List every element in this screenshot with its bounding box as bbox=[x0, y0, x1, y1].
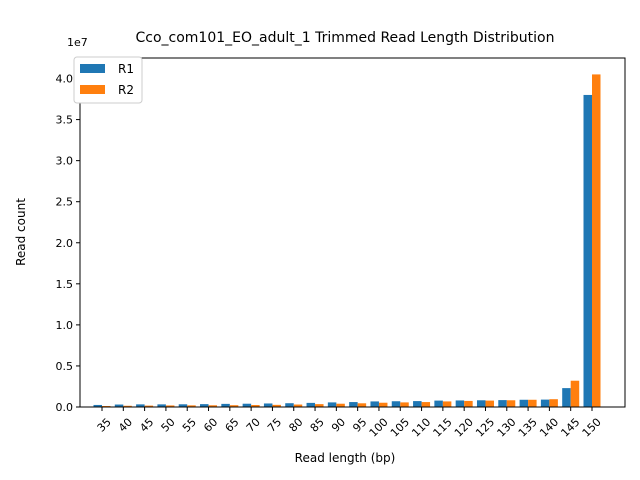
bar-r1-110 bbox=[413, 401, 422, 407]
x-tick-label: 35 bbox=[95, 416, 114, 435]
x-tick-label: 70 bbox=[244, 416, 263, 435]
bar-r1-80 bbox=[285, 403, 294, 407]
y-tick-label: 2.5 bbox=[56, 196, 74, 209]
bar-r1-35 bbox=[93, 404, 102, 407]
x-tick-label: 85 bbox=[308, 416, 327, 435]
legend-swatch-r1 bbox=[80, 64, 105, 73]
x-tick-label: 135 bbox=[516, 416, 540, 440]
bar-r1-130 bbox=[498, 400, 507, 407]
bar-r2-115 bbox=[442, 401, 452, 407]
y-ticks-group: 0.0 0.5 1.0 1.5 2.0 2.5 3.0 3.5 4.0 bbox=[56, 73, 80, 414]
bar-r2-50 bbox=[165, 405, 175, 407]
bar-r2-55 bbox=[187, 405, 196, 407]
bar-r2-95 bbox=[357, 403, 367, 407]
legend-label-r1: R1 bbox=[118, 62, 134, 76]
y-tick-label: 3.0 bbox=[56, 155, 74, 168]
bar-r1-85 bbox=[306, 402, 316, 407]
x-tick-label: 60 bbox=[201, 416, 220, 435]
legend: R1 R2 bbox=[73, 56, 143, 104]
bar-r2-120 bbox=[464, 400, 473, 407]
chart-title: Cco_com101_EO_adult_1 Trimmed Read Lengt… bbox=[135, 30, 554, 46]
x-tick-label: 80 bbox=[286, 416, 305, 435]
bar-r1-70 bbox=[242, 403, 252, 407]
x-tick-label: 95 bbox=[350, 416, 369, 435]
bar-r2-70 bbox=[251, 405, 260, 407]
x-tick-label: 125 bbox=[473, 416, 497, 440]
bar-r1-145 bbox=[562, 388, 571, 407]
bar-r2-135 bbox=[528, 399, 537, 407]
x-tick-label: 140 bbox=[537, 416, 561, 440]
x-tick-label: 150 bbox=[580, 416, 604, 440]
x-tick-label: 105 bbox=[388, 416, 412, 440]
x-tick-label: 45 bbox=[137, 416, 156, 435]
x-tick-label: 50 bbox=[159, 416, 178, 435]
x-tick-label: 130 bbox=[495, 416, 519, 440]
bar-r2-105 bbox=[400, 402, 409, 407]
bar-r2-100 bbox=[378, 402, 388, 407]
bar-r1-125 bbox=[476, 400, 486, 407]
y-tick-label: 1.5 bbox=[56, 278, 74, 291]
bar-r1-140 bbox=[540, 399, 550, 407]
bar-r1-50 bbox=[157, 404, 166, 407]
y-tick-label: 3.5 bbox=[56, 114, 74, 127]
y-tick-label: 0.5 bbox=[56, 360, 74, 373]
bar-r1-100 bbox=[370, 401, 379, 407]
bar-r1-135 bbox=[519, 399, 529, 407]
bar-r2-125 bbox=[485, 400, 494, 407]
bar-r2-75 bbox=[272, 404, 281, 407]
y-tick-label: 0.0 bbox=[56, 401, 74, 414]
x-tick-label: 100 bbox=[367, 416, 391, 440]
x-tick-label: 115 bbox=[431, 416, 455, 440]
bar-r2-110 bbox=[421, 402, 431, 407]
bar-r2-145 bbox=[570, 380, 580, 407]
bar-r1-60 bbox=[200, 404, 209, 407]
bar-r2-65 bbox=[229, 405, 239, 407]
bar-r2-80 bbox=[293, 404, 303, 407]
bar-r2-140 bbox=[549, 399, 558, 407]
bar-r2-85 bbox=[315, 404, 324, 407]
x-tick-label: 55 bbox=[180, 416, 199, 435]
y-offset-label: 1e7 bbox=[67, 36, 88, 49]
y-axis-label: Read count bbox=[14, 198, 28, 266]
bar-r1-55 bbox=[178, 404, 188, 407]
legend-swatch-r2 bbox=[80, 85, 105, 94]
bar-r2-40 bbox=[123, 405, 132, 407]
bar-r2-130 bbox=[506, 400, 516, 407]
x-tick-label: 145 bbox=[558, 416, 582, 440]
bar-r1-105 bbox=[391, 401, 401, 407]
bar-r2-90 bbox=[336, 403, 345, 407]
bar-r2-150 bbox=[592, 74, 601, 408]
x-tick-label: 40 bbox=[116, 416, 135, 435]
bar-r1-120 bbox=[455, 400, 465, 407]
bars-group bbox=[93, 74, 601, 408]
bar-r1-90 bbox=[327, 402, 337, 407]
x-ticks-group: 35 40 45 50 55 60 65 70 75 80 85 90 9510010511011512… bbox=[95, 407, 604, 440]
bar-r2-45 bbox=[144, 405, 154, 407]
bar-r1-95 bbox=[349, 402, 358, 407]
x-tick-label: 110 bbox=[409, 416, 433, 440]
x-tick-label: 75 bbox=[265, 416, 284, 435]
bar-r1-150 bbox=[583, 94, 592, 407]
bar-r1-65 bbox=[221, 403, 230, 407]
bar-r2-60 bbox=[208, 405, 218, 407]
bar-r1-40 bbox=[114, 404, 124, 407]
legend-label-r2: R2 bbox=[118, 83, 134, 97]
plot-frame bbox=[79, 57, 626, 408]
bar-r1-75 bbox=[263, 403, 273, 407]
y-tick-label: 4.0 bbox=[56, 73, 74, 86]
y-tick-label: 1.0 bbox=[56, 319, 74, 332]
x-tick-label: 90 bbox=[329, 416, 348, 435]
x-axis-label: Read length (bp) bbox=[295, 451, 396, 465]
x-tick-label: 120 bbox=[452, 416, 476, 440]
x-tick-label: 65 bbox=[223, 416, 242, 435]
bar-r1-45 bbox=[136, 404, 145, 407]
bar-r1-115 bbox=[434, 400, 443, 407]
y-tick-label: 2.0 bbox=[56, 237, 74, 250]
